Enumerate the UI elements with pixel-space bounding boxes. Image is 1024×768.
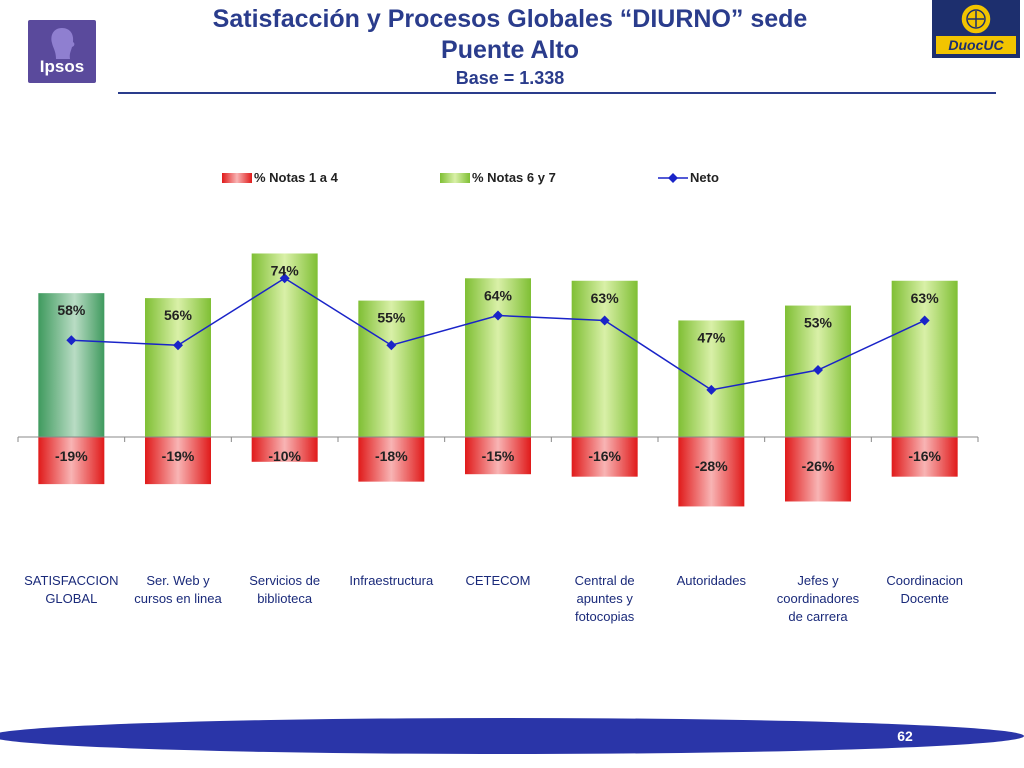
- data-label-notas-6-7: 53%: [804, 315, 833, 331]
- duoc-logo: DuocUC: [932, 0, 1020, 58]
- bar-notas-6-7: [38, 293, 105, 437]
- data-label-notas-1-4: -15%: [482, 448, 515, 464]
- data-label-notas-1-4: -28%: [695, 458, 728, 474]
- data-label-notas-1-4: -19%: [55, 448, 88, 464]
- category-label: Ser. Web y cursos en linea: [134, 573, 222, 606]
- data-label-notas-1-4: -19%: [162, 448, 195, 464]
- category-label: Jefes y coordinadores de carrera: [777, 573, 860, 624]
- data-label-notas-6-7: 47%: [697, 329, 726, 345]
- bar-notas-1-4: [251, 437, 318, 462]
- category-label: CETECOM: [466, 573, 531, 588]
- page-title: Satisfacción y Procesos Globales “DIURNO…: [120, 4, 900, 66]
- data-label-notas-6-7: 56%: [164, 307, 193, 323]
- data-label-notas-6-7: 63%: [911, 290, 940, 306]
- data-label-notas-1-4: -16%: [908, 448, 941, 464]
- bar-notas-1-4: [465, 437, 531, 475]
- data-label-notas-6-7: 55%: [377, 310, 406, 326]
- category-label: Coordinacion Docente: [886, 573, 963, 606]
- category-label: SATISFACCION GLOBAL: [24, 573, 118, 606]
- category-labels: SATISFACCION GLOBAL Ser. Web y cursos en li…: [17, 437, 979, 624]
- bar-notas-6-7: [358, 300, 425, 437]
- bar-notas-1-4: [571, 437, 638, 477]
- title-line-2: Puente Alto: [441, 36, 579, 64]
- bar-notas-6-7: [571, 280, 638, 437]
- bar-notas-6-7: [678, 320, 745, 437]
- bar-notas-6-7: [251, 253, 318, 437]
- title-line-1: Satisfacción y Procesos Globales “DIURNO…: [212, 5, 808, 33]
- data-label-notas-6-7: 58%: [57, 302, 86, 318]
- bar-notas-1-4: [678, 437, 745, 507]
- data-label-notas-6-7: 63%: [591, 290, 620, 306]
- data-label-notas-6-7: 64%: [484, 287, 513, 303]
- duoc-logo-text: DuocUC: [936, 36, 1016, 54]
- ipsos-logo-text: Ipsos: [39, 57, 85, 76]
- data-labels: 58% -19% 56% -19% 74% -10% 55% -18% 64% -15% 63% -1…: [55, 262, 942, 474]
- ipsos-head-icon: [51, 28, 75, 59]
- legend-item-notas-1-4: % Notas 1 a 4: [254, 170, 339, 185]
- bar-notas-1-4: [358, 437, 425, 482]
- data-label-notas-1-4: -18%: [375, 448, 408, 464]
- neto-point: [173, 340, 183, 351]
- title-divider: [118, 92, 996, 94]
- data-label-notas-6-7: 74%: [271, 262, 300, 278]
- neto-point: [279, 273, 290, 284]
- bar-notas-6-7: [465, 278, 531, 437]
- legend-item-neto: Neto: [690, 170, 719, 185]
- legend-item-notas-6-7-swatch: [440, 173, 470, 183]
- footer-band: [0, 718, 1024, 754]
- neto-point: [706, 384, 717, 395]
- ipsos-logo: Ipsos: [28, 20, 96, 83]
- data-label-notas-1-4: -26%: [802, 458, 835, 474]
- neto-point: [66, 335, 77, 346]
- data-label-notas-1-4: -10%: [268, 448, 301, 464]
- bar-notas-6-7: [891, 280, 958, 437]
- page-number: 62: [897, 728, 913, 744]
- legend-item-notas-1-4-swatch: [222, 173, 252, 183]
- neto-point: [493, 310, 503, 321]
- category-label: Infraestructura: [349, 573, 434, 588]
- bar-notas-6-7: [145, 298, 211, 437]
- neto-point: [386, 340, 397, 351]
- data-label-notas-1-4: -16%: [588, 448, 621, 464]
- neto-point: [919, 315, 930, 326]
- category-label: Autoridades: [677, 573, 747, 588]
- series-neto: [66, 273, 930, 395]
- legend-item-notas-6-7: % Notas 6 y 7: [472, 170, 556, 185]
- bar-notas-1-4: [145, 437, 211, 485]
- combo-chart: % Notas 1 a 4 % Notas 6 y 7 Neto 58% -19% 56…: [17, 170, 979, 624]
- bar-notas-1-4: [891, 437, 958, 477]
- neto-point: [813, 365, 823, 376]
- series-notas-6-7: [38, 253, 958, 437]
- bar-notas-1-4: [785, 437, 851, 502]
- base-label: Base = 1.338: [455, 68, 565, 88]
- category-label: Servicios de biblioteca: [249, 573, 320, 606]
- bar-notas-1-4: [38, 437, 105, 485]
- chart-legend: % Notas 1 a 4 % Notas 6 y 7 Neto: [222, 170, 719, 185]
- legend-item-neto-marker: [668, 173, 678, 183]
- duoc-crest-icon: [960, 3, 992, 35]
- category-label: Central de apuntes y fotocopias: [575, 573, 635, 624]
- neto-point: [599, 315, 610, 326]
- series-notas-1-4: [38, 437, 958, 507]
